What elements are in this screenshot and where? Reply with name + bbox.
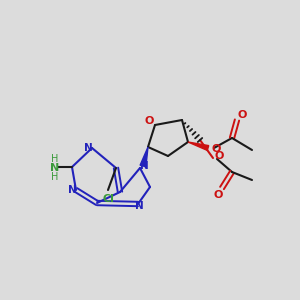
Text: N: N	[68, 185, 76, 195]
Text: O: O	[211, 144, 221, 154]
Text: O: O	[144, 116, 154, 126]
Text: H: H	[51, 154, 59, 164]
Text: O: O	[237, 110, 247, 120]
Text: N: N	[50, 163, 60, 173]
Polygon shape	[140, 147, 148, 167]
Text: N: N	[135, 201, 143, 211]
Text: O: O	[214, 151, 224, 161]
Text: Cl: Cl	[102, 194, 114, 204]
Text: N: N	[140, 161, 148, 171]
Text: N: N	[84, 143, 92, 153]
Text: H: H	[51, 172, 59, 182]
Text: O: O	[213, 190, 223, 200]
Polygon shape	[188, 142, 209, 150]
